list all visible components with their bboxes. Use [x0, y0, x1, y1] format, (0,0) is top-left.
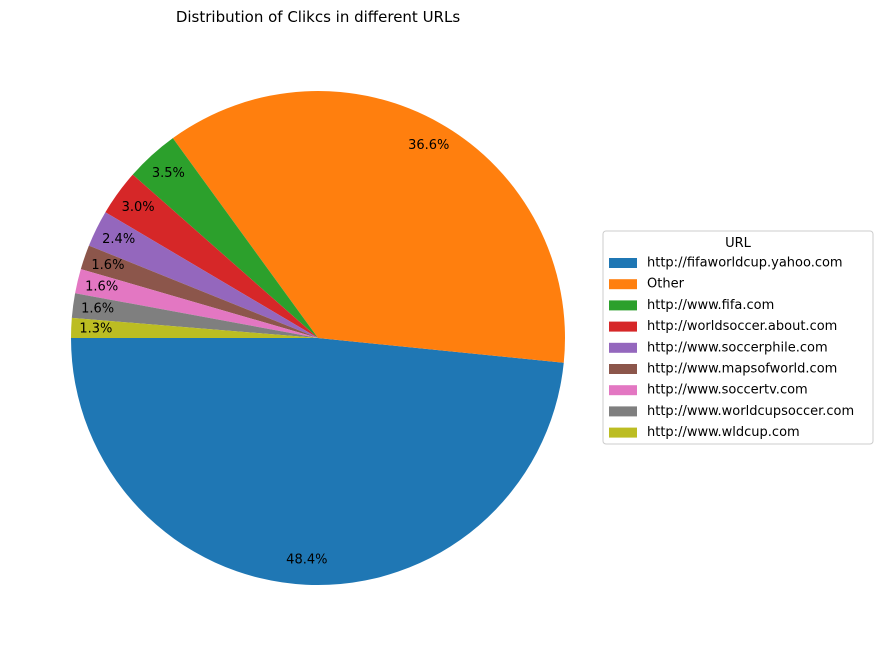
- legend-item: http://worldsoccer.about.com: [609, 319, 837, 334]
- pie-slice-www-worldcupsoccer-com: [71, 293, 318, 338]
- pie-slice-www-soccertv-com: [75, 269, 318, 338]
- legend-label: http://worldsoccer.about.com: [647, 319, 837, 334]
- legend-label: http://www.soccerphile.com: [647, 340, 828, 355]
- pie-pct-label-www-soccertv-com: 1.6%: [85, 279, 118, 294]
- pie-pct-label-worldsoccer-about-com: 3.0%: [122, 200, 155, 215]
- chart-title: Distribution of Clikcs in different URLs: [176, 8, 461, 26]
- legend-label: http://www.mapsofworld.com: [647, 362, 837, 377]
- legend-items: http://fifaworldcup.yahoo.com Other http:/…: [609, 256, 854, 440]
- legend-item: http://fifaworldcup.yahoo.com: [609, 256, 843, 271]
- legend: URL http://fifaworldcup.yahoo.comOtherht…: [602, 230, 874, 445]
- legend-swatch: [609, 321, 637, 332]
- pie-pct-label-www-wldcup-com: 1.3%: [79, 321, 112, 336]
- pie-pct-label-fifaworldcup-yahoo-com: 48.4%: [286, 553, 327, 568]
- legend-item: http://www.soccerphile.com: [609, 340, 828, 355]
- legend-label: Other: [647, 277, 685, 292]
- pie-pct-label-other: 36.6%: [408, 138, 449, 153]
- pie-pct-label-www-worldcupsoccer-com: 1.6%: [81, 301, 114, 316]
- legend-item: http://www.soccertv.com: [609, 383, 808, 398]
- legend-item: http://www.fifa.com: [609, 298, 774, 313]
- legend-label: http://www.wldcup.com: [647, 425, 800, 440]
- pie-pct-label-www-fifa-com: 3.5%: [152, 166, 185, 181]
- legend-swatch: [609, 427, 637, 438]
- pie-slice-www-wldcup-com: [71, 317, 318, 338]
- legend-swatch: [609, 385, 637, 396]
- legend-label: http://www.worldcupsoccer.com: [647, 404, 854, 419]
- pie-pct-label-www-mapsofworld-com: 1.6%: [91, 258, 124, 273]
- pie-slice-other: [172, 90, 565, 363]
- legend-item: http://www.wldcup.com: [609, 425, 800, 440]
- legend-swatch: [609, 364, 637, 374]
- pie-slices: [71, 90, 565, 586]
- pie-slice-www-soccerphile-com: [88, 212, 318, 338]
- pie-slice-www-mapsofworld-com: [80, 245, 318, 338]
- legend-item: http://www.mapsofworld.com: [609, 362, 837, 377]
- legend-label: http://www.soccertv.com: [647, 383, 808, 398]
- legend-title: URL: [725, 236, 752, 251]
- pie-pct-label-www-soccerphile-com: 2.4%: [102, 232, 135, 247]
- pie-slice-fifaworldcup-yahoo-com: [71, 338, 564, 586]
- legend-item: http://www.worldcupsoccer.com: [609, 404, 854, 419]
- legend-label: http://fifaworldcup.yahoo.com: [647, 256, 843, 271]
- legend-swatch: [609, 258, 637, 268]
- legend-swatch: [609, 279, 637, 290]
- pie-slice-www-fifa-com: [132, 138, 318, 338]
- legend-swatch: [609, 342, 637, 353]
- legend-swatch: [609, 406, 637, 417]
- pie-slice-worldsoccer-about-com: [105, 174, 318, 338]
- pie-percent-labels: 48.4% 36.6% 3.5% 3.0% 2.4% 1.6% 1.6% 1.6% 1.3%: [79, 138, 449, 568]
- legend-item: Other: [609, 277, 685, 292]
- legend-label: http://www.fifa.com: [647, 298, 774, 313]
- legend-swatch: [609, 300, 637, 311]
- legend-frame: [602, 230, 874, 445]
